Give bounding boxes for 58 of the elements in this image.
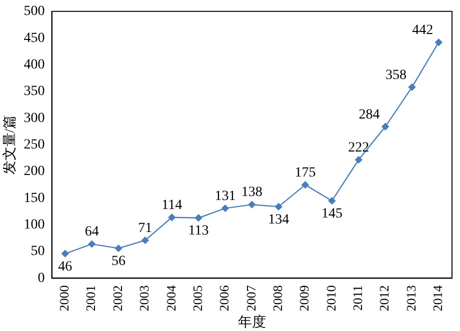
y-tick-label: 150 [24, 190, 45, 206]
data-label: 284 [358, 107, 380, 122]
y-tick-label: 50 [30, 244, 45, 260]
x-tick-label: 2006 [216, 284, 232, 312]
point [248, 200, 256, 208]
y-tick-label: 450 [24, 30, 45, 46]
point [328, 197, 336, 204]
point [168, 214, 176, 221]
data-label: 46 [58, 259, 72, 274]
point [88, 240, 96, 248]
x-tick-label: 2011 [350, 285, 366, 311]
data-label: 64 [84, 224, 99, 240]
data-label: 145 [321, 206, 342, 222]
data-label: 138 [241, 185, 262, 200]
point [382, 123, 389, 130]
x-axis-title: 年度 [238, 314, 266, 330]
point [194, 214, 202, 222]
point [274, 203, 282, 210]
x-tick-label: 2003 [136, 285, 152, 312]
point [435, 38, 442, 46]
point [62, 250, 69, 258]
data-label: 131 [214, 188, 236, 204]
data-label: 56 [112, 254, 126, 269]
x-tick-label: 2008 [270, 285, 285, 312]
x-tick-label: 2010 [323, 285, 338, 312]
x-tick-label: 2013 [403, 285, 418, 312]
y-tick-label: 500 [24, 4, 45, 20]
x-tick-label: 2007 [243, 284, 258, 312]
data-label: 222 [348, 140, 370, 156]
x-tick-label: 2002 [110, 285, 125, 312]
y-tick-label: 0 [38, 270, 45, 286]
y-tick-label: 400 [24, 57, 45, 72]
point [302, 181, 309, 188]
x-tick-label: 2004 [163, 284, 178, 312]
data-label: 175 [294, 165, 316, 180]
point [142, 236, 149, 244]
point [408, 84, 416, 91]
x-tick-label: 2014 [430, 284, 446, 312]
x-tick-label: 2005 [190, 285, 205, 312]
x-tick-label: 2012 [376, 285, 392, 312]
y-tick-label: 300 [24, 110, 45, 126]
point [222, 204, 229, 212]
data-label: 113 [188, 224, 209, 239]
x-tick-label: 2000 [56, 285, 72, 312]
data-label: 358 [385, 68, 406, 83]
y-tick-label: 350 [24, 84, 45, 100]
data-label: 71 [138, 220, 152, 236]
point [355, 156, 362, 164]
point [114, 244, 122, 252]
y-tick-label: 100 [24, 218, 45, 233]
x-tick-label: 2001 [83, 285, 98, 312]
x-tick-label: 2009 [296, 285, 312, 312]
data-label: 134 [268, 212, 290, 228]
data-label: 442 [412, 23, 434, 38]
y-axis-title: 发文量/篇 [2, 114, 18, 175]
data-label: 114 [162, 198, 182, 214]
y-tick-label: 200 [24, 164, 45, 180]
y-tick-label: 250 [24, 137, 45, 152]
